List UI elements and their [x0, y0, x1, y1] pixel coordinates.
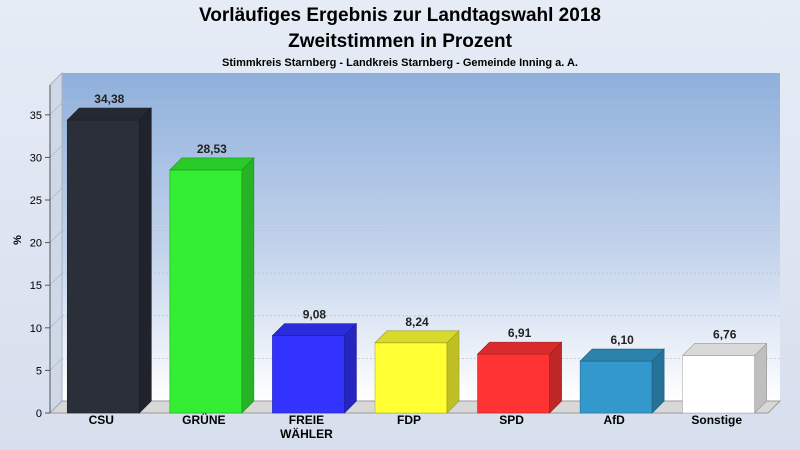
x-tick-label: AfD [603, 413, 625, 427]
gridline-side [49, 145, 63, 158]
chart-subsubtitle: Stimmkreis Starnberg - Landkreis Starnbe… [222, 57, 578, 69]
data-label: 6,76 [713, 327, 737, 341]
data-label: 6,10 [610, 333, 634, 347]
bar-0 [66, 119, 140, 414]
bar-1 [169, 169, 243, 414]
gridline-side [49, 400, 63, 414]
chart-subtitle: Zweitstimmen in Prozent [288, 31, 512, 52]
x-tick-label: GRÜNE [182, 412, 225, 427]
x-tick-label: FDP [397, 413, 421, 427]
plot-side-wall [49, 71, 63, 415]
bar-side-1 [241, 157, 255, 414]
x-tick-label: CSU [89, 413, 114, 427]
bar-side-3 [446, 330, 460, 414]
bar-top-1 [169, 157, 255, 171]
bar-top-0 [66, 107, 153, 121]
gridline-side [49, 102, 63, 116]
y-axis-label: % [12, 235, 24, 245]
bar-top-2 [271, 323, 358, 336]
gridline-side [49, 230, 63, 243]
bar-3 [374, 342, 448, 414]
data-label: 34,38 [94, 92, 124, 106]
y-tick-label: 20 [30, 238, 42, 250]
y-tick-label: 15 [30, 280, 42, 292]
data-label: 8,24 [405, 315, 429, 329]
bar-6 [682, 355, 756, 414]
bar-side-2 [344, 322, 357, 414]
data-label: 28,53 [197, 142, 227, 156]
gridline-side [49, 315, 63, 329]
bar-top-5 [579, 348, 665, 362]
gridline-side [49, 272, 63, 286]
gridline-side [49, 358, 63, 371]
data-label: 6,91 [508, 326, 532, 340]
bar-top-3 [374, 330, 460, 344]
bar-top-4 [476, 341, 563, 355]
data-label: 9,08 [303, 308, 327, 322]
bar-2 [272, 335, 345, 414]
bar-side-4 [549, 341, 562, 414]
y-tick-label: 35 [30, 110, 42, 122]
y-tick-label: 25 [30, 195, 42, 207]
x-tick-label: SPD [499, 413, 524, 427]
bar-side-0 [138, 107, 152, 414]
plot-area: 0 5 10 15 20 25 30 35 34,38 CSU 28,53 GRÜNE 9,08 FREI… [30, 71, 782, 441]
gridline-side [49, 187, 63, 201]
chart-title: Vorläufiges Ergebnis zur Landtagswahl 20… [199, 5, 601, 26]
bar-5 [579, 360, 653, 414]
y-tick-label: 10 [30, 323, 42, 335]
bar-top-6 [681, 343, 768, 356]
x-tick-label: WÄHLER [280, 426, 333, 441]
y-tick-label: 0 [36, 408, 42, 420]
y-tick-label: 5 [36, 365, 42, 377]
x-tick-label: Sonstige [691, 413, 742, 427]
y-tick-label: 30 [30, 152, 42, 164]
bar-4 [477, 353, 550, 414]
x-tick-label: FREIE [289, 413, 324, 427]
